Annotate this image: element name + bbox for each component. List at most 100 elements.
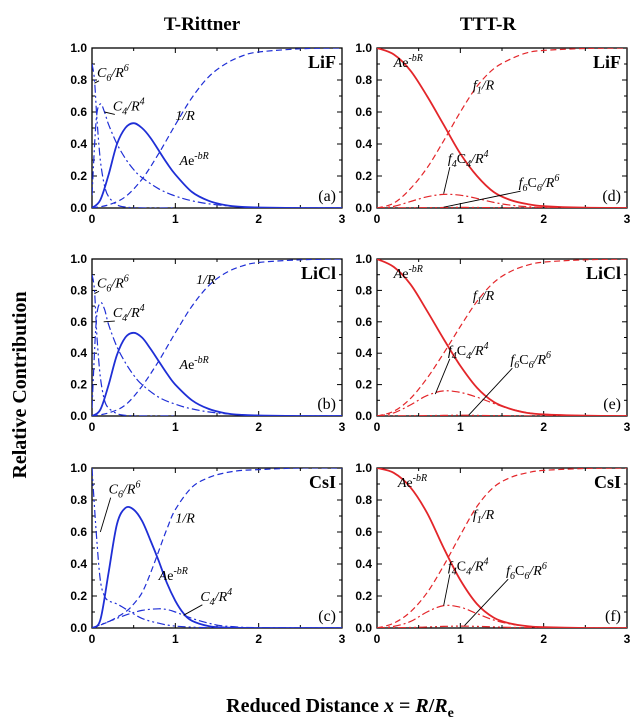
y-tick-label: 1.0 <box>70 461 87 475</box>
x-tick-label: 1 <box>172 212 179 226</box>
curve-label-ae-br: Ae-bR <box>179 151 209 169</box>
y-tick-label: 0.8 <box>355 73 372 87</box>
x-tick-label: 3 <box>624 420 631 434</box>
y-tick-label: 0.6 <box>355 525 372 539</box>
plot-frame <box>91 47 343 209</box>
x-tick-label: 0 <box>374 420 381 434</box>
x-tick-label: 1 <box>457 420 464 434</box>
x-tick-label: 0 <box>89 632 96 646</box>
x-tick-label: 1 <box>457 632 464 646</box>
curve-label-c4-r4: C4/R4 <box>113 303 145 324</box>
curve-label-c6-r6: C6/R6 <box>109 480 141 501</box>
x-tick-label: 3 <box>339 420 346 434</box>
curve-label-ae-br: Ae-bR <box>179 355 209 373</box>
curve-label-f1-r: f1/R <box>473 508 495 526</box>
series-line-c4-r4 <box>92 103 342 208</box>
panel-d: 0.0 0.2 0.4 0.6 0.8 1.0 0 1 2 3 LiF (d) Ae-bR f1/R f4C… <box>355 41 630 226</box>
curve-label-f6c6-r6: f6C6/R6 <box>506 561 547 582</box>
y-tick-label: 0.8 <box>70 73 87 87</box>
series-line-1-r <box>92 259 342 416</box>
column-title-t-rittner: T-Rittner <box>164 14 241 35</box>
series-line-f4c4-r4 <box>377 390 627 416</box>
y-tick-label: 0.6 <box>355 105 372 119</box>
salt-label: CsI <box>594 472 621 492</box>
x-tick-label: 0 <box>89 212 96 226</box>
series-line-f6c6-r6 <box>377 206 627 208</box>
label-leader-line <box>468 367 513 416</box>
series-line-ae-br <box>377 468 627 628</box>
x-tick-label: 1 <box>457 212 464 226</box>
panel-letter-label: (d) <box>602 188 621 205</box>
y-tick-label: 0.0 <box>355 621 372 635</box>
y-tick-label: 0.4 <box>355 346 372 360</box>
y-axis-title: Relative Contribution <box>9 291 31 478</box>
curve-label-f4c4-r4: f4C4/R4 <box>448 556 489 577</box>
series-line-c4-r4 <box>92 608 342 628</box>
series-line-c4-r4 <box>92 301 342 416</box>
y-tick-label: 0.6 <box>70 525 87 539</box>
y-tick-label: 0.4 <box>70 557 87 571</box>
y-tick-label: 0.0 <box>70 409 87 423</box>
salt-label: LiCl <box>301 263 336 283</box>
curve-label-c4-r4: C4/R4 <box>113 96 145 117</box>
label-leader-line <box>99 497 112 533</box>
series-line-ae-br <box>377 48 627 208</box>
series-line-1-r <box>92 48 342 208</box>
panel-letter-label: (e) <box>603 396 621 413</box>
label-leader-line <box>104 111 115 115</box>
curve-label-c6-r6: C6/R6 <box>97 273 129 294</box>
y-tick-label: 0.0 <box>355 409 372 423</box>
curve-label-f1-r: f1/R <box>473 289 495 307</box>
panel-letter-label: (b) <box>317 396 336 413</box>
y-tick-label: 0.0 <box>355 201 372 215</box>
label-leader-line <box>443 574 451 606</box>
x-tick-label: 2 <box>540 420 547 434</box>
x-tick-label: 3 <box>624 212 631 226</box>
y-tick-label: 0.6 <box>70 315 87 329</box>
x-tick-label: 3 <box>339 632 346 646</box>
salt-label: LiF <box>308 52 336 72</box>
series-line-ae-br <box>92 331 342 416</box>
label-leader-line <box>434 358 451 395</box>
curve-label-ae-br: Ae-bR <box>397 473 427 491</box>
curve-label-ae-br: Ae-bR <box>393 264 423 282</box>
y-tick-label: 0.2 <box>70 378 87 392</box>
curve-label-1-r: 1/R <box>175 511 195 526</box>
column-title-ttt-r: TTT-R <box>460 14 517 35</box>
panel-e: 0.0 0.2 0.4 0.6 0.8 1.0 0 1 2 3 LiCl (e) Ae-bR f1/R f4… <box>355 252 630 434</box>
curve-label-f4c4-r4: f4C4/R4 <box>448 149 489 170</box>
x-tick-label: 3 <box>624 632 631 646</box>
y-tick-label: 0.8 <box>70 493 87 507</box>
x-tick-label: 2 <box>255 212 262 226</box>
label-leader-line <box>443 190 521 208</box>
series-line-f1-r <box>377 259 627 416</box>
label-leader-line <box>183 604 203 616</box>
series-line-c6-r6 <box>92 468 342 628</box>
x-tick-label: 1 <box>172 420 179 434</box>
y-tick-label: 0.2 <box>355 169 372 183</box>
x-axis-title: Reduced Distance x = R/Re <box>226 695 454 721</box>
series-line-ae-br <box>92 505 342 628</box>
y-tick-label: 0.8 <box>355 283 372 297</box>
plot-frame <box>376 47 628 209</box>
y-tick-label: 0.8 <box>355 493 372 507</box>
y-tick-label: 0.6 <box>355 315 372 329</box>
curve-label-f1-r: f1/R <box>473 79 495 97</box>
panel-c: 0.0 0.2 0.4 0.6 0.8 1.0 0 1 2 3 CsI (c) C6/R6 1/R Ae-b… <box>70 461 345 646</box>
curve-label-1-r: 1/R <box>175 109 195 124</box>
x-tick-label: 2 <box>540 632 547 646</box>
y-tick-label: 0.2 <box>70 589 87 603</box>
curve-label-ae-br: Ae-bR <box>393 53 423 71</box>
y-tick-label: 0.0 <box>70 621 87 635</box>
curve-label-f6c6-r6: f6C6/R6 <box>519 173 560 194</box>
series-line-f4c4-r4 <box>377 193 627 208</box>
panel-letter-label: (a) <box>318 188 336 205</box>
label-leader-line <box>103 320 115 323</box>
series-line-c6-r6 <box>92 274 176 416</box>
curve-label-1-r: 1/R <box>196 273 216 288</box>
series-line-c6-r6 <box>92 63 176 208</box>
panel-letter-label: (c) <box>318 608 336 625</box>
y-tick-label: 0.8 <box>70 283 87 297</box>
salt-label: LiF <box>593 52 621 72</box>
